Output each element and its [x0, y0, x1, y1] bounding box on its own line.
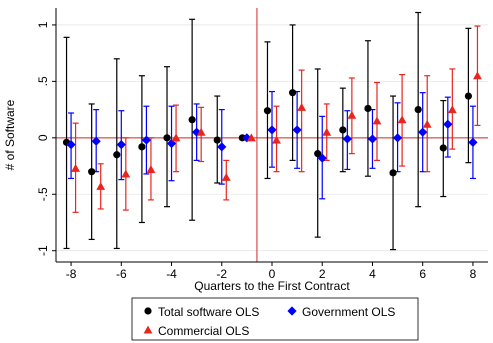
total-software-ols-point: [439, 144, 447, 152]
commercial-ols-point: [196, 127, 206, 136]
legend-item-commercial: Commercial OLS: [143, 324, 249, 338]
total-software-ols-point: [339, 126, 347, 134]
x-tick-label: -2: [216, 267, 227, 281]
axes: -8 -6 -4 -2 0 2 4 6 8 -1 -.5 0 .5 1: [36, 8, 488, 281]
total-software-ols-point: [414, 106, 422, 114]
x-axis-title: Quarters to the First Contract: [194, 279, 350, 293]
x-tick-label: 8: [470, 267, 477, 281]
x-tick-label: 0: [269, 267, 276, 281]
commercial-ols-point: [473, 71, 482, 80]
commercial-ols-point: [96, 181, 106, 190]
government-ols-point: [342, 134, 352, 144]
commercial-ols-point: [221, 172, 231, 181]
legend-label-commercial: Commercial OLS: [158, 324, 249, 338]
legend-marker-circle-icon: [144, 307, 152, 315]
total-software-ols-point: [88, 168, 96, 176]
government-ols-point: [267, 125, 277, 135]
government-ols-point: [367, 134, 378, 144]
commercial-ols-point: [447, 105, 457, 114]
x-tick-label: 2: [319, 267, 326, 281]
x-tick-label: -8: [66, 267, 77, 281]
legend-circle-marker-icon: [144, 307, 152, 315]
commercial-ols-point: [121, 169, 131, 178]
commercial-ols-point: [347, 110, 357, 119]
total-software-ols-point: [188, 116, 196, 124]
x-tick-label: 6: [419, 267, 426, 281]
y-tick-label: -.5: [36, 187, 50, 201]
government-ols-point: [317, 153, 327, 163]
legend-marker-diamond-icon: [287, 306, 297, 316]
x-tick-label: -4: [166, 267, 177, 281]
point-estimates: [62, 71, 482, 190]
legend-label-total-software: Total software OLS: [158, 305, 259, 319]
commercial-ols-point: [71, 163, 80, 172]
total-software-ols-point: [163, 134, 171, 142]
legend-marker-triangle-icon: [143, 325, 153, 334]
commercial-ols-point: [146, 165, 156, 173]
total-software-ols-point: [464, 92, 473, 100]
y-tick-label: 1: [36, 21, 50, 28]
commercial-ols-point: [397, 115, 407, 124]
total-software-ols-point: [314, 150, 322, 158]
legend: Total software OLS Government OLS Commer…: [131, 297, 419, 341]
government-ols-point: [443, 119, 453, 129]
commercial-ols-point: [171, 133, 181, 142]
government-ols-point: [116, 139, 126, 150]
commercial-ols-point: [272, 135, 281, 144]
legend-label-government: Government OLS: [302, 305, 395, 319]
commercial-ols-point: [322, 127, 332, 136]
x-tick-label: 4: [369, 267, 376, 281]
y-tick-label: .5: [36, 76, 50, 86]
y-tick-label: -1: [36, 245, 50, 256]
legend-box: [131, 297, 419, 341]
commercial-ols-point: [247, 133, 256, 142]
commercial-ols-point: [372, 116, 382, 125]
total-software-ols-point: [288, 89, 297, 97]
legend-item-total-software: Total software OLS: [144, 305, 259, 319]
government-ols-point: [141, 135, 152, 145]
legend-triangle-marker-icon: [143, 325, 153, 334]
legend-item-government: Government OLS: [287, 305, 395, 319]
total-software-ols-point: [389, 169, 397, 177]
government-ols-point: [217, 142, 227, 152]
government-ols-point: [66, 139, 76, 150]
government-ols-point: [292, 125, 302, 135]
y-tick-label: 0: [36, 134, 50, 141]
government-ols-point: [392, 133, 403, 143]
government-ols-point: [468, 137, 478, 147]
government-ols-point: [418, 127, 428, 137]
total-software-ols-point: [138, 143, 146, 151]
total-software-ols-point: [263, 107, 272, 115]
commercial-ols-point: [297, 102, 307, 111]
total-software-ols-point: [213, 136, 221, 144]
total-software-ols-point: [113, 151, 121, 159]
y-axis-title: # of Software: [3, 99, 17, 170]
x-tick-label: -6: [116, 267, 127, 281]
total-software-ols-point: [364, 104, 372, 113]
commercial-ols-point: [422, 119, 432, 128]
legend-diamond-marker-icon: [287, 306, 297, 316]
government-ols-point: [91, 136, 101, 146]
